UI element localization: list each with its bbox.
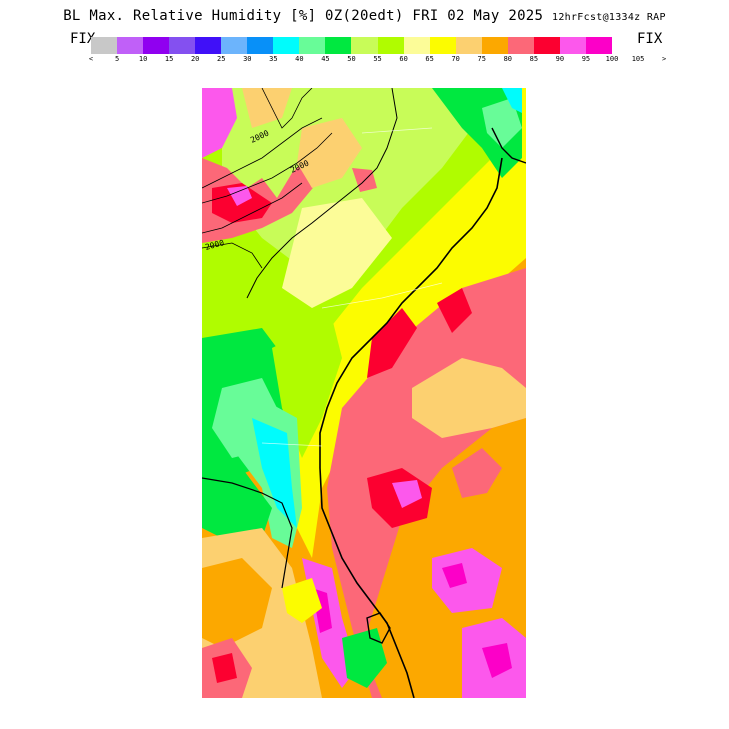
color-scale-tick: 5 [114,55,120,63]
color-swatch [455,37,482,54]
color-scale-tick: 40 [295,55,304,63]
fix-label-right: FIX [637,31,663,47]
title-run: 12hrFcst@1334z RAP [552,12,666,23]
color-scale-tick: 45 [321,55,330,63]
color-scale-ticks: <5 10 15 20 25 30 35 40 45 50 55 60 65 70 75 80 85 90 95 10… [88,55,666,67]
color-swatch [403,37,430,54]
color-scale-tick: 80 [503,55,513,63]
color-swatch [195,37,222,54]
color-scale-tick: 65 [425,55,434,63]
color-swatch [299,37,326,54]
color-swatch [533,37,560,54]
color-scale-tick: 105 [631,55,645,63]
color-scale-tick: 30 [243,55,252,63]
color-scale-tick: > [661,55,667,63]
color-scale-tick: 25 [217,55,226,63]
color-swatch [429,37,456,54]
humidity-map: 2000 2000 2000 [202,88,526,698]
color-scale-tick: 10 [138,55,148,63]
color-scale-tick: 55 [373,55,382,63]
color-swatch [91,37,118,54]
title-main: BL Max. Relative Humidity [%] 0Z(20edt) … [63,8,544,24]
color-scale-tick: 95 [581,55,591,63]
color-scale-tick: 35 [269,55,278,63]
color-scale-tick: 100 [605,55,619,63]
color-scale-tick: 20 [190,55,200,63]
color-swatch [143,37,170,54]
color-scale-tick: 75 [477,55,486,63]
color-swatch [377,37,404,54]
color-swatch [559,37,586,54]
color-scale-bar [91,37,612,54]
fix-label-left: FIX [70,31,96,47]
color-swatch [507,37,534,54]
color-scale-tick: 50 [347,55,356,63]
color-swatch [117,37,144,54]
chart-title: BL Max. Relative Humidity [%] 0Z(20edt) … [0,8,729,24]
color-scale-tick: 90 [555,55,565,63]
color-swatch [585,37,612,54]
color-swatch [273,37,300,54]
color-swatch [169,37,196,54]
color-scale-tick: 15 [164,55,174,63]
color-swatch [247,37,274,54]
color-swatch [481,37,508,54]
color-scale-tick: < [88,55,94,63]
color-swatch [351,37,378,54]
color-scale-tick: 85 [529,55,539,63]
color-swatch [325,37,352,54]
color-scale-tick: 60 [399,55,408,63]
color-swatch [221,37,248,54]
color-scale-tick: 70 [451,55,460,63]
